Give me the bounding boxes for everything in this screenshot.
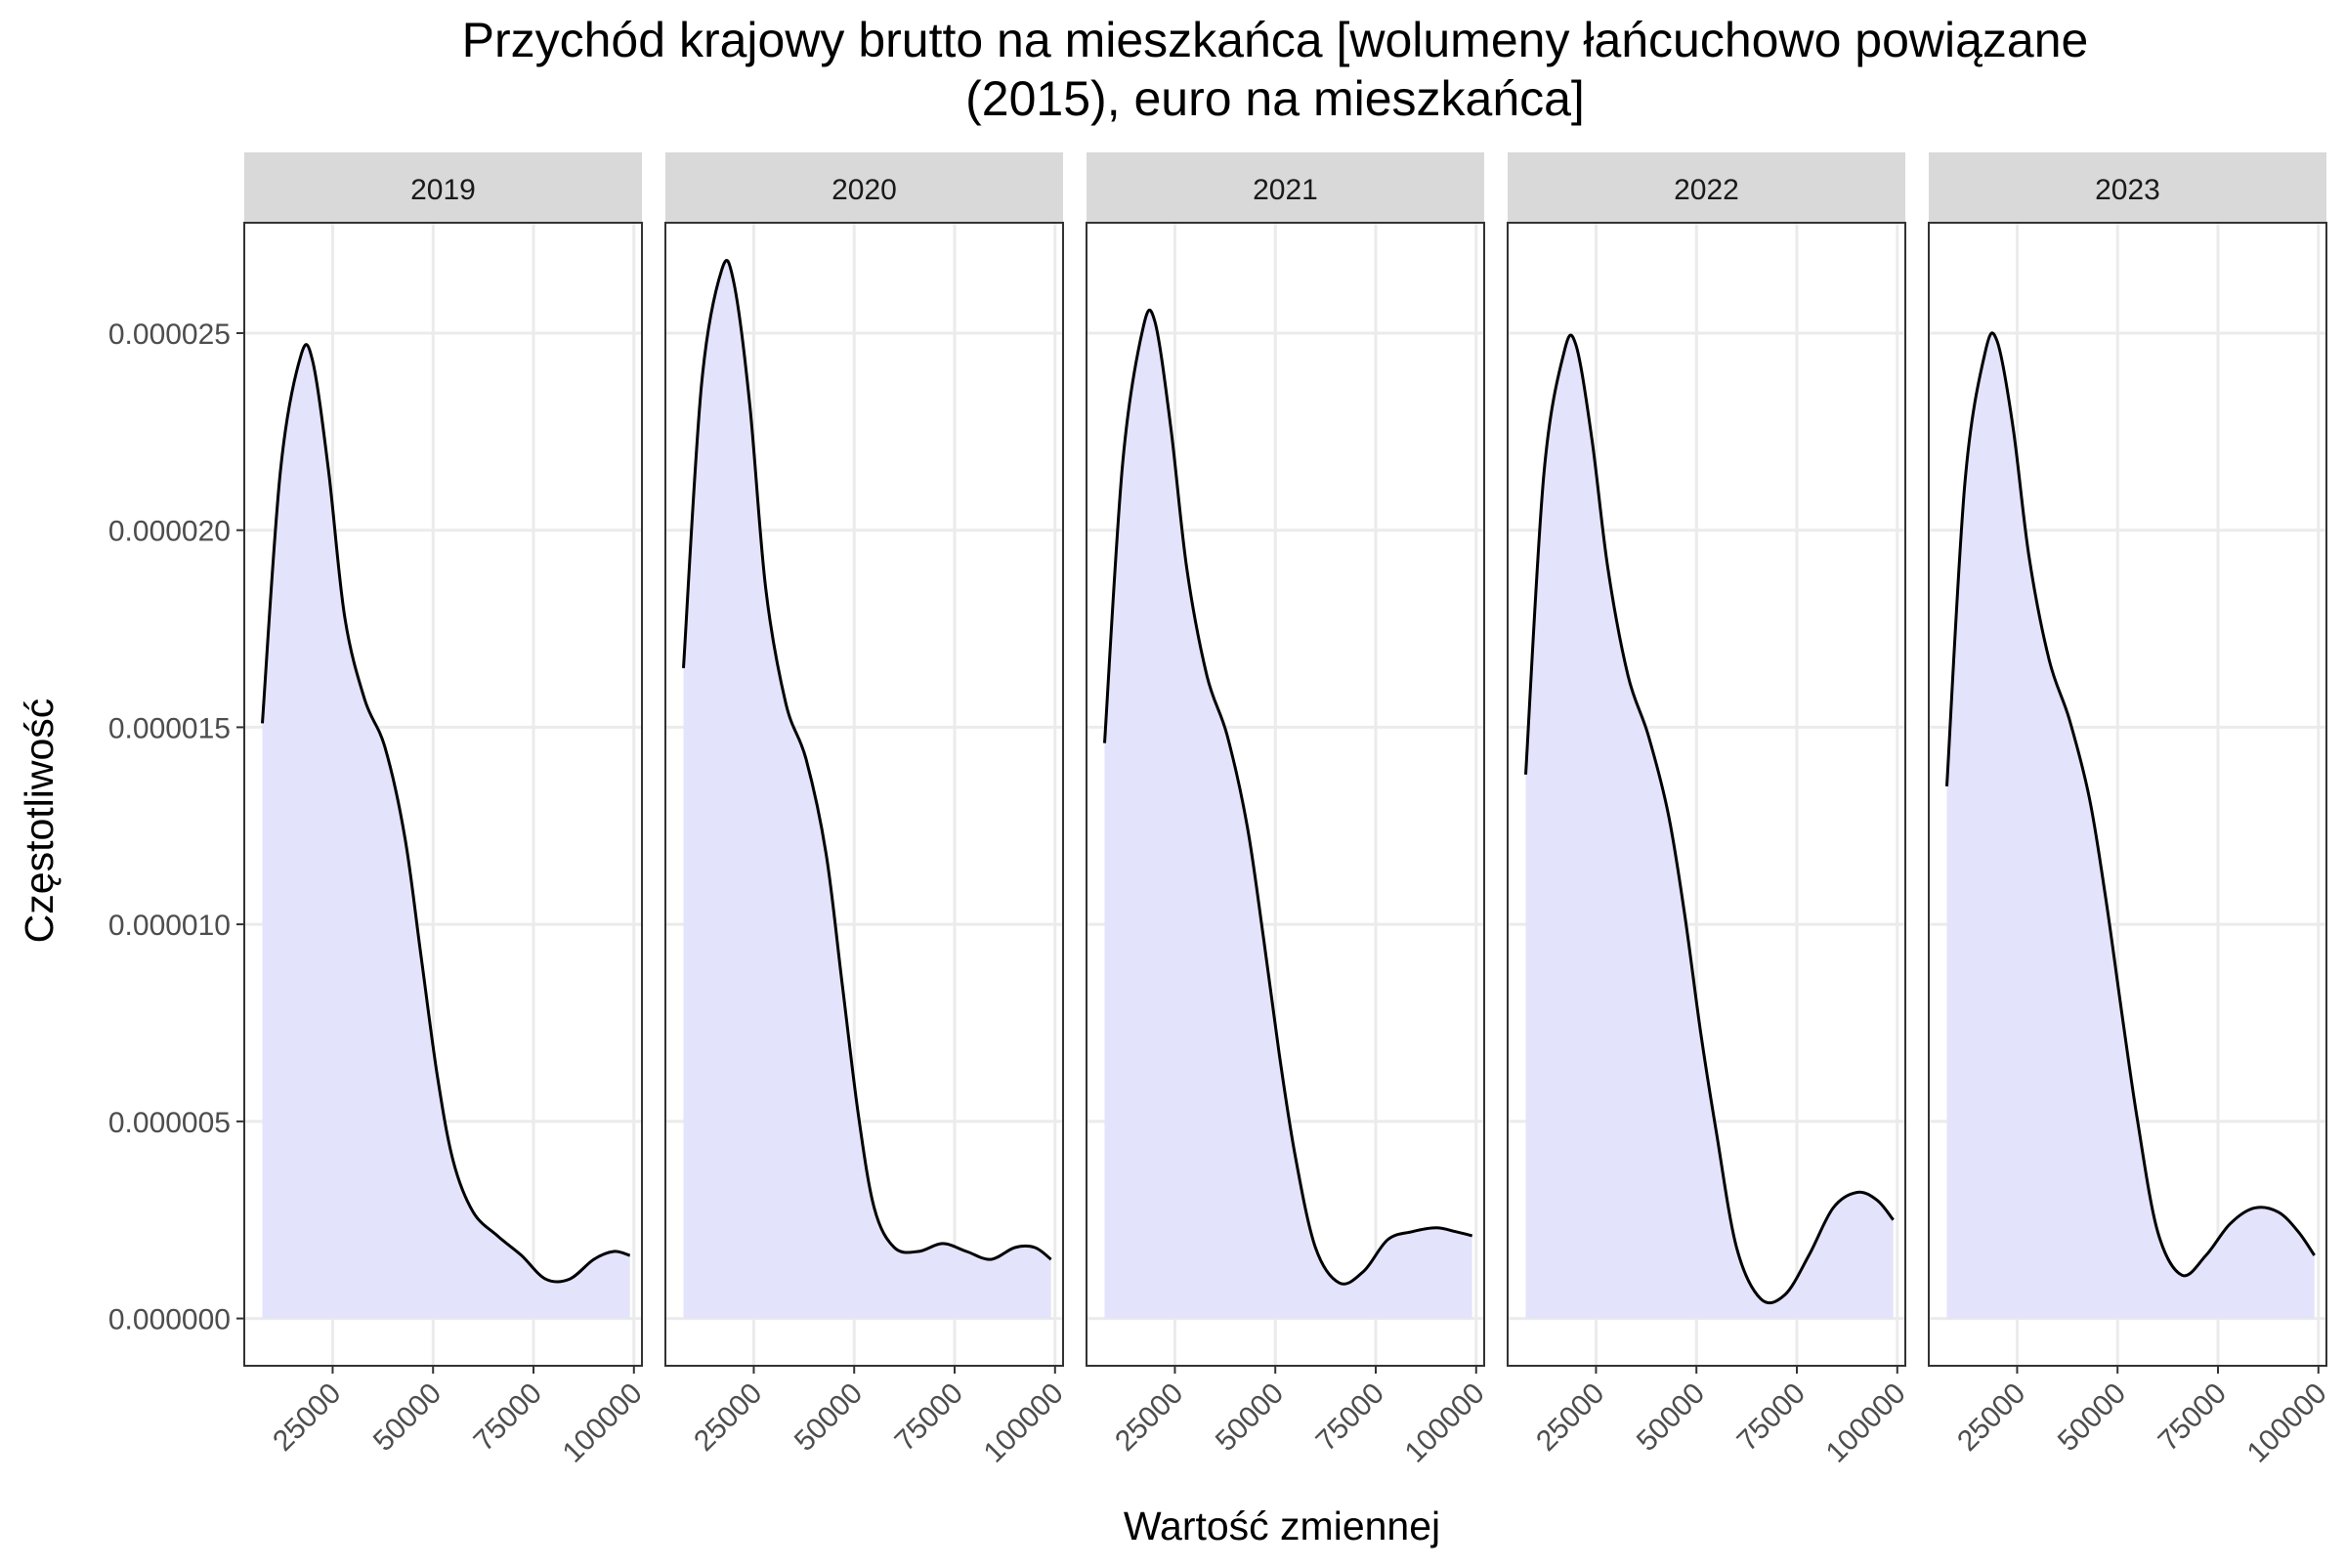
facet-strip bbox=[244, 152, 642, 223]
density-area bbox=[683, 260, 1051, 1319]
y-tick-label: 0.000010 bbox=[108, 910, 231, 942]
y-tick-label: 0.000015 bbox=[108, 712, 231, 744]
density-line bbox=[1103, 309, 1473, 1286]
panel-border bbox=[1086, 222, 1485, 1367]
density-line bbox=[261, 343, 631, 1284]
density-line bbox=[1524, 333, 1895, 1305]
facet-strip-label: 2022 bbox=[1674, 174, 1739, 206]
y-tick-label: 0.000025 bbox=[108, 318, 231, 351]
facet-strip-label: 2019 bbox=[410, 174, 476, 206]
density-line bbox=[1945, 331, 2316, 1278]
y-tick-label: 0.000005 bbox=[108, 1107, 231, 1139]
y-axis: 0.000000 0.000005 0.000010 0.000015 0.000020… bbox=[108, 318, 244, 1336]
x-axis-label: Wartość zmiennej bbox=[1124, 1504, 1440, 1548]
facet-strip bbox=[1929, 152, 2326, 223]
panel-border bbox=[664, 222, 1064, 1367]
chart-title-line-1: Przychód krajowy brutto na mieszkańca [w… bbox=[462, 13, 2089, 67]
density-line bbox=[682, 259, 1052, 1261]
facet-strip bbox=[1087, 152, 1484, 223]
facet-strip bbox=[665, 152, 1063, 223]
density-area bbox=[1525, 335, 1894, 1319]
panel-border bbox=[1928, 222, 2327, 1367]
panel-border bbox=[1507, 222, 1906, 1367]
density-area bbox=[262, 344, 630, 1319]
density-area bbox=[1946, 332, 2315, 1319]
facet-strip-label: 2023 bbox=[2095, 174, 2160, 206]
panel-border bbox=[243, 222, 643, 1367]
facet-strip-label: 2021 bbox=[1253, 174, 1318, 206]
facet-strip-label: 2020 bbox=[831, 174, 897, 206]
density-area bbox=[1104, 310, 1472, 1319]
chart-title-line-2: (2015), euro na mieszkańca] bbox=[965, 71, 1585, 126]
y-axis-label: Częstotliwość bbox=[17, 699, 62, 944]
facet-strip bbox=[1508, 152, 1905, 223]
y-tick-label: 0.000000 bbox=[108, 1304, 231, 1336]
y-tick-label: 0.000020 bbox=[108, 516, 231, 548]
